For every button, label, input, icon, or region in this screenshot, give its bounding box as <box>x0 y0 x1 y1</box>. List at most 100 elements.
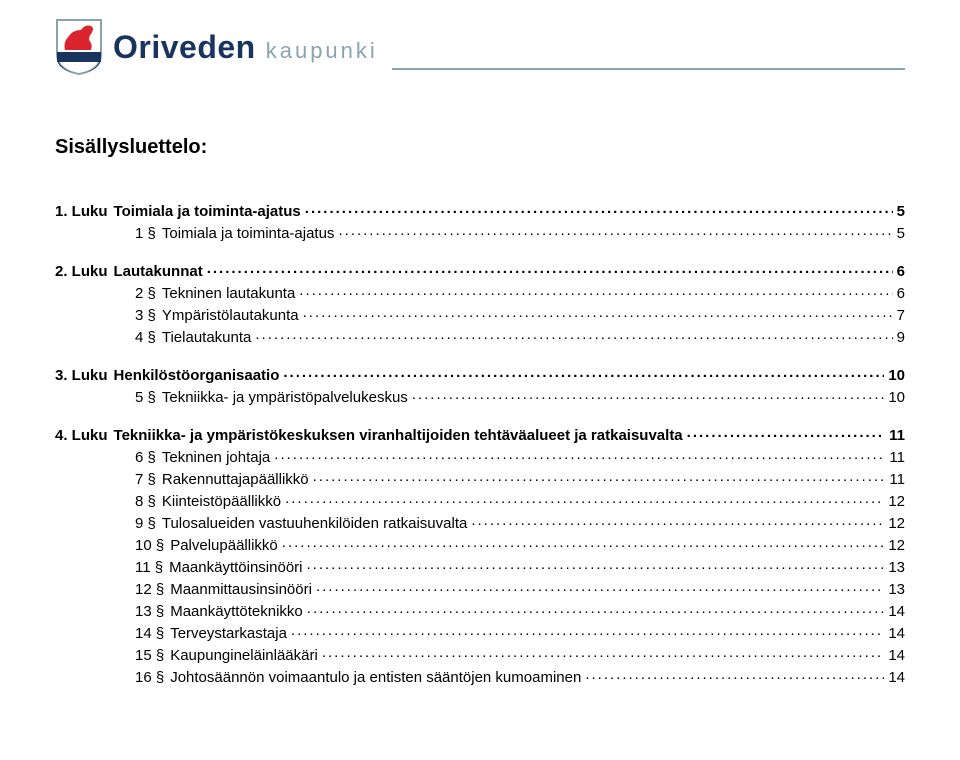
toc-leader <box>299 283 892 298</box>
toc-page: 5 <box>893 204 905 219</box>
toc-leader <box>687 425 885 440</box>
toc-leader <box>307 601 885 616</box>
toc-label: Maankäyttöteknikko <box>170 604 307 619</box>
toc-row: 9 §Tulosalueiden vastuuhenkilöiden ratka… <box>55 511 905 533</box>
toc-page: 11 <box>885 472 905 487</box>
toc-leader <box>291 623 884 638</box>
toc-page: 14 <box>884 670 905 685</box>
toc-label: Tekniikka- ja ympäristöpalvelukeskus <box>162 390 412 405</box>
toc-label: Tekniikka- ja ympäristökeskuksen viranha… <box>114 428 687 443</box>
toc-leader <box>338 223 892 238</box>
toc-leader <box>255 327 892 342</box>
toc-leader <box>283 365 884 380</box>
toc-label: Maanmittausinsinööri <box>170 582 316 597</box>
toc-page: 14 <box>884 626 905 641</box>
toc-number: 1. Luku <box>55 204 114 219</box>
toc-label: Kiinteistöpäällikkö <box>162 494 285 509</box>
toc-leader <box>316 579 884 594</box>
toc-row: 1 §Toimiala ja toiminta-ajatus5 <box>55 221 905 243</box>
toc-label: Tielautakunta <box>162 330 256 345</box>
page-root: Oriveden kaupunki Sisällysluettelo: 1. L… <box>0 0 960 687</box>
toc-leader <box>303 305 893 320</box>
toc-page: 10 <box>884 368 905 383</box>
toc-leader <box>313 469 886 484</box>
brand-primary: Oriveden <box>113 29 256 66</box>
toc-page: 14 <box>884 648 905 663</box>
logo-icon <box>55 18 103 76</box>
toc-page: 13 <box>884 582 905 597</box>
toc-label: Henkilöstöorganisaatio <box>114 368 284 383</box>
toc-row: 3. LukuHenkilöstöorganisaatio 10 <box>55 363 905 385</box>
toc-page: 9 <box>893 330 905 345</box>
toc-leader <box>305 201 893 216</box>
toc-row: 13 §Maankäyttöteknikko 14 <box>55 599 905 621</box>
toc-number: 13 § <box>135 604 170 619</box>
toc-number: 8 § <box>135 494 162 509</box>
toc-leader <box>285 491 884 506</box>
toc-row: 4. LukuTekniikka- ja ympäristökeskuksen … <box>55 423 905 445</box>
toc-label: Kaupungineläinlääkäri <box>170 648 322 663</box>
toc-page: 7 <box>893 308 905 323</box>
toc-number: 3. Luku <box>55 368 114 383</box>
toc-number: 11 § <box>135 560 169 575</box>
toc-number: 10 § <box>135 538 170 553</box>
toc-label: Terveystarkastaja <box>170 626 291 641</box>
toc-page: 11 <box>885 450 905 465</box>
toc-leader <box>585 667 884 682</box>
toc-leader <box>274 447 885 462</box>
toc-page: 12 <box>884 538 905 553</box>
toc-leader <box>471 513 884 528</box>
toc-row: 12 §Maanmittausinsinööri 13 <box>55 577 905 599</box>
header: Oriveden kaupunki <box>55 18 905 76</box>
toc-row: 1. LukuToimiala ja toiminta-ajatus 5 <box>55 199 905 221</box>
toc-label: Tulosalueiden vastuuhenkilöiden ratkaisu… <box>162 516 471 531</box>
toc-number: 4. Luku <box>55 428 114 443</box>
toc-row: 3 §Ympäristölautakunta 7 <box>55 303 905 325</box>
toc-number: 7 § <box>135 472 162 487</box>
toc-row: 6 §Tekninen johtaja11 <box>55 445 905 467</box>
toc-label: Rakennuttajapäällikkö <box>162 472 313 487</box>
toc-row: 2. LukuLautakunnat6 <box>55 259 905 281</box>
table-of-contents: 1. LukuToimiala ja toiminta-ajatus51 §To… <box>55 199 905 687</box>
toc-label: Maankäyttöinsinööri <box>169 560 306 575</box>
toc-page: 10 <box>884 390 905 405</box>
toc-page: 12 <box>884 516 905 531</box>
toc-page: 12 <box>884 494 905 509</box>
toc-number: 14 § <box>135 626 170 641</box>
toc-leader <box>307 557 885 572</box>
blank-line <box>55 407 905 423</box>
blank-line <box>55 347 905 363</box>
toc-number: 2. Luku <box>55 264 114 279</box>
page-title: Sisällysluettelo: <box>55 136 905 159</box>
toc-number: 4 § <box>135 330 162 345</box>
toc-row: 11 §Maankäyttöinsinööri13 <box>55 555 905 577</box>
toc-row: 10 §Palvelupäällikkö 12 <box>55 533 905 555</box>
toc-number: 15 § <box>135 648 170 663</box>
toc-row: 2 §Tekninen lautakunta 6 <box>55 281 905 303</box>
toc-page: 5 <box>893 226 905 241</box>
toc-leader <box>412 387 885 402</box>
toc-label: Johtosäännön voimaantulo ja entisten sää… <box>170 670 585 685</box>
toc-number: 9 § <box>135 516 162 531</box>
toc-leader <box>207 261 893 276</box>
toc-row: 8 §Kiinteistöpäällikkö 12 <box>55 489 905 511</box>
header-rule <box>392 68 905 70</box>
toc-row: 14 §Terveystarkastaja 14 <box>55 621 905 643</box>
toc-label: Tekninen lautakunta <box>162 286 299 301</box>
toc-page: 6 <box>893 264 905 279</box>
toc-number: 2 § <box>135 286 162 301</box>
toc-label: Ympäristölautakunta <box>162 308 303 323</box>
toc-page: 14 <box>884 604 905 619</box>
toc-number: 12 § <box>135 582 170 597</box>
toc-label: Palvelupäällikkö <box>170 538 282 553</box>
toc-number: 16 § <box>135 670 170 685</box>
toc-row: 7 §Rakennuttajapäällikkö 11 <box>55 467 905 489</box>
toc-number: 5 § <box>135 390 162 405</box>
toc-page: 6 <box>893 286 905 301</box>
brand-text: Oriveden kaupunki <box>113 29 378 66</box>
toc-number: 1 § <box>135 226 162 241</box>
toc-row: 16 §Johtosäännön voimaantulo ja entisten… <box>55 665 905 687</box>
toc-row: 4 §Tielautakunta 9 <box>55 325 905 347</box>
toc-number: 3 § <box>135 308 162 323</box>
toc-label: Toimiala ja toiminta-ajatus <box>114 204 305 219</box>
